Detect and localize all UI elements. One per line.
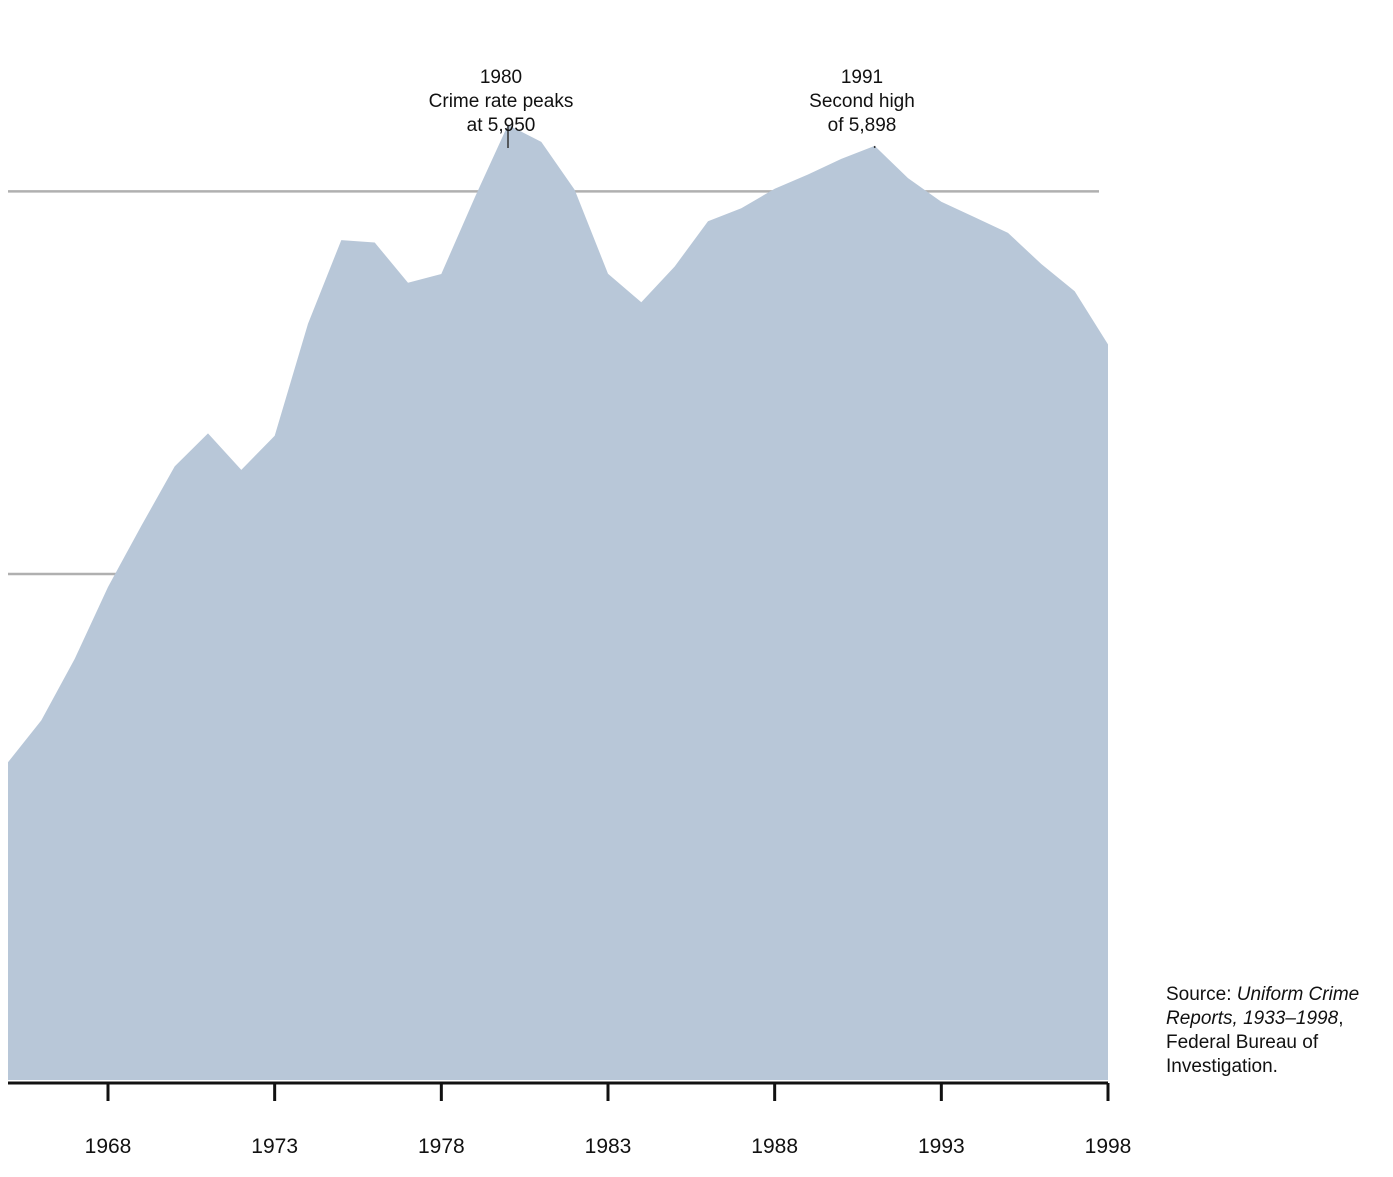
annotation-line: 1991 (840, 67, 884, 88)
annotation-line: Crime rate peaks (428, 91, 574, 112)
annotation-1980: 1980 Crime rate peaks at 5,950 (381, 66, 621, 138)
area-series (8, 124, 1108, 1080)
x-tick-label: 1968 (85, 1135, 132, 1158)
source-suffix: , Federal Bureau of Investigation. (1166, 1008, 1344, 1077)
annotation-leaders (507, 124, 876, 148)
annotation-1991: 1991 Second high of 5,898 (742, 66, 982, 138)
source-prefix: Source: (1166, 984, 1237, 1005)
annotation-line: of 5,898 (827, 115, 897, 136)
source-note: Source: Uniform Crime Reports, 1933–1998… (1166, 983, 1391, 1079)
annotation-line: at 5,950 (466, 115, 536, 136)
x-tick-label: 1983 (585, 1135, 632, 1158)
x-tick-label: 1993 (918, 1135, 965, 1158)
area-fill (8, 124, 1108, 1080)
x-tick-label: 1973 (251, 1135, 298, 1158)
x-tick-label: 1978 (418, 1135, 465, 1158)
source-title: Uniform Crime Reports, 1933–1998 (1166, 984, 1360, 1029)
annotation-line: 1980 (479, 67, 523, 88)
annotation-line: Second high (809, 91, 915, 112)
x-tick-label: 1998 (1085, 1135, 1132, 1158)
x-axis: 1968 1973 1978 1983 1988 1993 1998 (8, 1081, 1132, 1158)
x-tick-label: 1988 (751, 1135, 798, 1158)
